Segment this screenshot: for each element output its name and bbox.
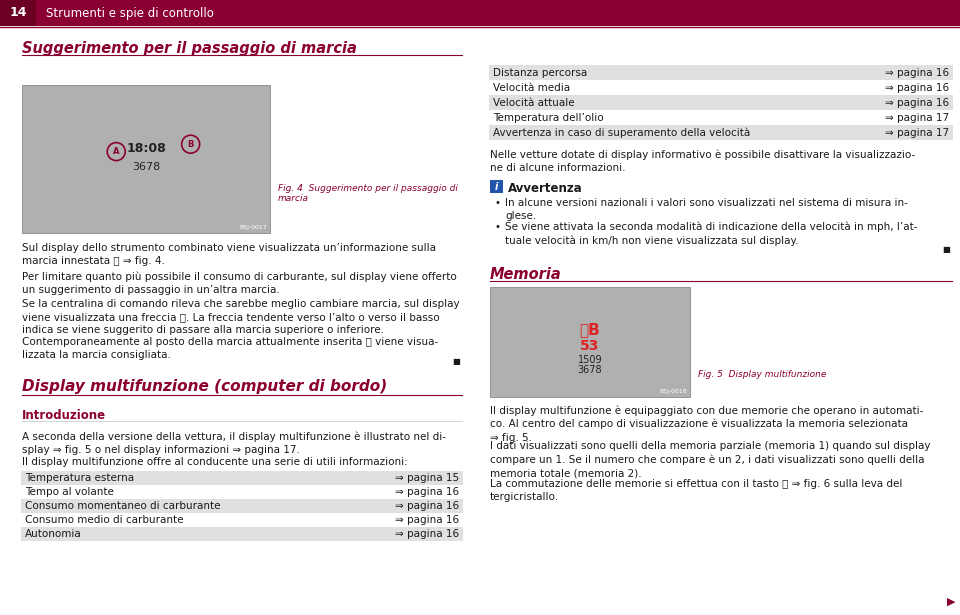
Text: Per limitare quanto più possibile il consumo di carburante, sul display viene of: Per limitare quanto più possibile il con… [22,271,457,295]
Text: Se la centralina di comando rileva che sarebbe meglio cambiare marcia, sul displ: Se la centralina di comando rileva che s… [22,299,460,335]
Text: ⇒ pagina 16: ⇒ pagina 16 [395,529,459,539]
Text: Nelle vetture dotate di display informativo è possibile disattivare la visualizz: Nelle vetture dotate di display informat… [490,149,915,173]
Text: Tempo al volante: Tempo al volante [25,487,114,497]
Text: Il display multifunzione è equipaggiato con due memorie che operano in automati-: Il display multifunzione è equipaggiato … [490,405,924,443]
Bar [489,95,953,110]
Bar [0,0,960,26]
Text: ⇒ pagina 16: ⇒ pagina 16 [885,98,949,108]
Text: Memoria: Memoria [490,267,562,282]
Text: i: i [494,181,498,191]
Text: Distanza percorsa: Distanza percorsa [493,68,588,78]
Text: ▶: ▶ [947,597,955,607]
Text: Il display multifunzione offre al conducente una serie di utili informazioni:: Il display multifunzione offre al conduc… [22,457,408,467]
Text: Introduzione: Introduzione [22,409,107,422]
Bar [21,527,463,541]
Text: Velocità media: Velocità media [493,83,570,93]
Text: ⇒ pagina 16: ⇒ pagina 16 [395,487,459,497]
Text: ■: ■ [942,245,950,254]
Text: Temperatura dell’olio: Temperatura dell’olio [493,113,604,123]
Text: ⇒ pagina 15: ⇒ pagina 15 [395,473,459,483]
Text: La commutazione delle memorie si effettua con il tasto Ⓑ ⇒ fig. 6 sulla leva del: La commutazione delle memorie si effettu… [490,479,902,502]
Bar [21,499,463,513]
Bar [22,85,270,233]
Text: ⇒ pagina 16: ⇒ pagina 16 [395,501,459,511]
Text: •: • [495,198,501,208]
Text: In alcune versioni nazionali i valori sono visualizzati nel sistema di misura in: In alcune versioni nazionali i valori so… [505,198,908,221]
Text: 3678: 3678 [132,162,160,172]
Bar [21,485,463,499]
Bar [21,513,463,527]
Text: ⇒ pagina 16: ⇒ pagina 16 [885,83,949,93]
Text: Suggerimento per il passaggio di marcia: Suggerimento per il passaggio di marcia [22,41,357,56]
Bar [489,110,953,125]
Text: Avvertenza: Avvertenza [508,182,583,195]
Bar [489,65,953,80]
Text: Contemporaneamente al posto della marcia attualmente inserita Ⓐ viene visua-
liz: Contemporaneamente al posto della marcia… [22,337,439,360]
Bar [490,287,690,397]
Bar [490,180,503,193]
Text: A seconda della versione della vettura, il display multifunzione è illustrato ne: A seconda della versione della vettura, … [22,431,446,454]
Text: Autonomia: Autonomia [25,529,82,539]
Text: 53: 53 [580,339,600,353]
Text: B: B [187,140,194,149]
Text: B5J-0017: B5J-0017 [239,225,267,230]
Text: I dati visualizzati sono quelli della memoria parziale (memoria 1) quando sul di: I dati visualizzati sono quelli della me… [490,441,930,478]
Text: Sul display dello strumento combinato viene visualizzata un’informazione sulla
m: Sul display dello strumento combinato vi… [22,243,436,266]
Text: 1509: 1509 [578,355,602,365]
Text: 18:08: 18:08 [126,143,166,156]
Text: ■: ■ [452,357,460,366]
Text: Fig. 4  Suggerimento per il passaggio di
marcia: Fig. 4 Suggerimento per il passaggio di … [278,184,458,203]
Text: Consumo momentaneo di carburante: Consumo momentaneo di carburante [25,501,221,511]
Text: Strumenti e spie di controllo: Strumenti e spie di controllo [46,7,214,20]
Text: ⇒ pagina 16: ⇒ pagina 16 [885,68,949,78]
Bar [489,125,953,140]
Text: A: A [113,147,119,156]
Text: Temperatura esterna: Temperatura esterna [25,473,134,483]
Text: Display multifunzione (computer di bordo): Display multifunzione (computer di bordo… [22,379,387,394]
Bar [21,471,463,485]
Text: ⇒ pagina 17: ⇒ pagina 17 [885,113,949,123]
Text: ⇒ pagina 16: ⇒ pagina 16 [395,515,459,525]
Text: B5J-0018: B5J-0018 [660,389,687,394]
Text: •: • [495,222,501,232]
Bar [0,0,36,26]
Text: Se viene attivata la seconda modalità di indicazione della velocità in mph, l’at: Se viene attivata la seconda modalità di… [505,222,918,247]
Text: 3678: 3678 [578,365,602,375]
Text: ␈B: ␈B [580,322,600,338]
Text: Avvertenza in caso di superamento della velocità: Avvertenza in caso di superamento della … [493,128,751,138]
Text: 14: 14 [10,7,27,20]
Text: Velocità attuale: Velocità attuale [493,98,575,108]
Text: ⇒ pagina 17: ⇒ pagina 17 [885,128,949,138]
Bar [489,80,953,95]
Text: Consumo medio di carburante: Consumo medio di carburante [25,515,183,525]
Text: Fig. 5  Display multifunzione: Fig. 5 Display multifunzione [698,370,827,379]
